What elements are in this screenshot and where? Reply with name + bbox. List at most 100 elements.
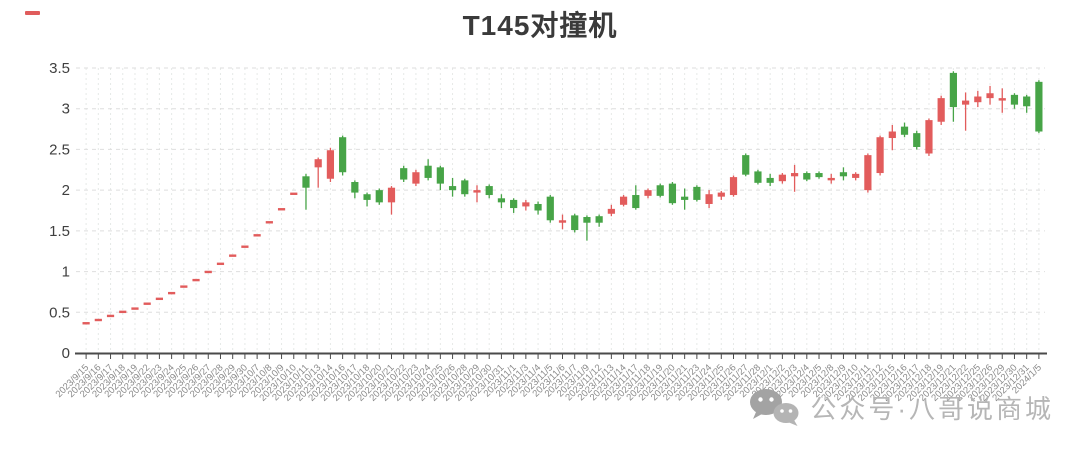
candle [497,194,506,209]
candle [351,180,359,199]
candle [326,147,335,182]
candle [766,173,774,187]
candle [241,245,249,248]
candle [461,178,469,197]
candle [815,171,823,179]
candle [485,184,493,199]
candle [363,192,371,207]
candle [900,122,909,138]
candle [864,153,872,193]
candle [424,159,432,181]
candle [839,167,848,181]
candle [656,183,664,198]
y-tick-label: 2.5 [49,141,70,158]
wechat-icon [748,386,800,428]
candle [998,88,1006,113]
candle [131,307,139,310]
candle [778,173,786,184]
candle [632,185,640,210]
watermark: 公众号·八哥说商城 [748,386,1054,428]
candle [473,185,481,203]
candle [204,270,212,274]
candle [571,213,579,233]
y-tick-label: 1.5 [49,223,70,240]
candle [607,204,615,217]
candle [82,322,90,325]
candle [339,135,347,176]
candle [790,164,799,192]
y-tick-label: 2 [62,182,70,199]
candle [216,262,225,266]
grid-horizontal [76,67,1045,354]
candle [913,130,921,150]
candle [119,310,127,314]
candle [717,190,725,200]
candle [705,190,713,209]
watermark-text: 公众号·八哥说商城 [810,393,1054,424]
candle [925,118,933,156]
candles-layer [82,71,1043,325]
y-tick-label: 3 [62,101,70,118]
candle [277,208,286,211]
candle [949,71,957,122]
candle [852,172,860,181]
candle [314,157,322,188]
candle [448,177,457,197]
y-axis-labels: 0 0.5 1 1.5 2 2.5 3 3.5 [49,60,70,362]
candle [400,165,408,182]
candle [229,254,237,257]
candle [644,188,652,199]
candle [1035,80,1043,134]
candle [168,291,176,295]
candle [888,125,896,151]
x-axis [75,352,1047,359]
y-tick-label: 3.5 [49,60,70,77]
candle [534,201,542,215]
candle [558,214,567,230]
candle [290,192,298,195]
candle [510,198,518,213]
candle [729,175,738,197]
candle [693,185,701,202]
grid-vertical [85,68,1040,353]
candle [668,182,677,205]
candle [595,214,603,227]
candle [143,302,151,305]
y-tick-label: 1 [62,264,70,281]
candle [253,234,261,237]
candle [827,173,835,184]
candle [962,92,970,131]
candle [106,314,115,318]
y-tick-label: 0 [62,345,70,362]
candle [974,90,982,108]
candle [436,165,444,191]
candle [375,188,383,205]
candle [583,215,591,241]
candle [619,195,628,207]
candle [94,318,102,322]
candle [155,297,163,301]
candle [681,188,689,210]
y-tick-label: 0.5 [49,304,70,321]
candle [754,169,762,185]
x-axis-labels: 2023/9/152023/9/162023/9/172023/9/182023… [54,362,1044,403]
candle [546,195,554,223]
candle [876,135,884,176]
series-marker-dash [25,11,40,15]
candle [522,199,530,211]
candle [803,171,811,182]
candle [265,221,273,224]
candle [302,173,310,210]
candle [387,186,396,215]
candle [192,278,200,282]
candle [986,85,994,105]
candle [412,169,420,187]
candle [1023,94,1031,113]
candle [937,95,945,125]
chart-title: T145对撞机 [462,10,618,41]
candle [742,153,750,177]
candle [180,285,188,288]
candle [1010,93,1019,109]
